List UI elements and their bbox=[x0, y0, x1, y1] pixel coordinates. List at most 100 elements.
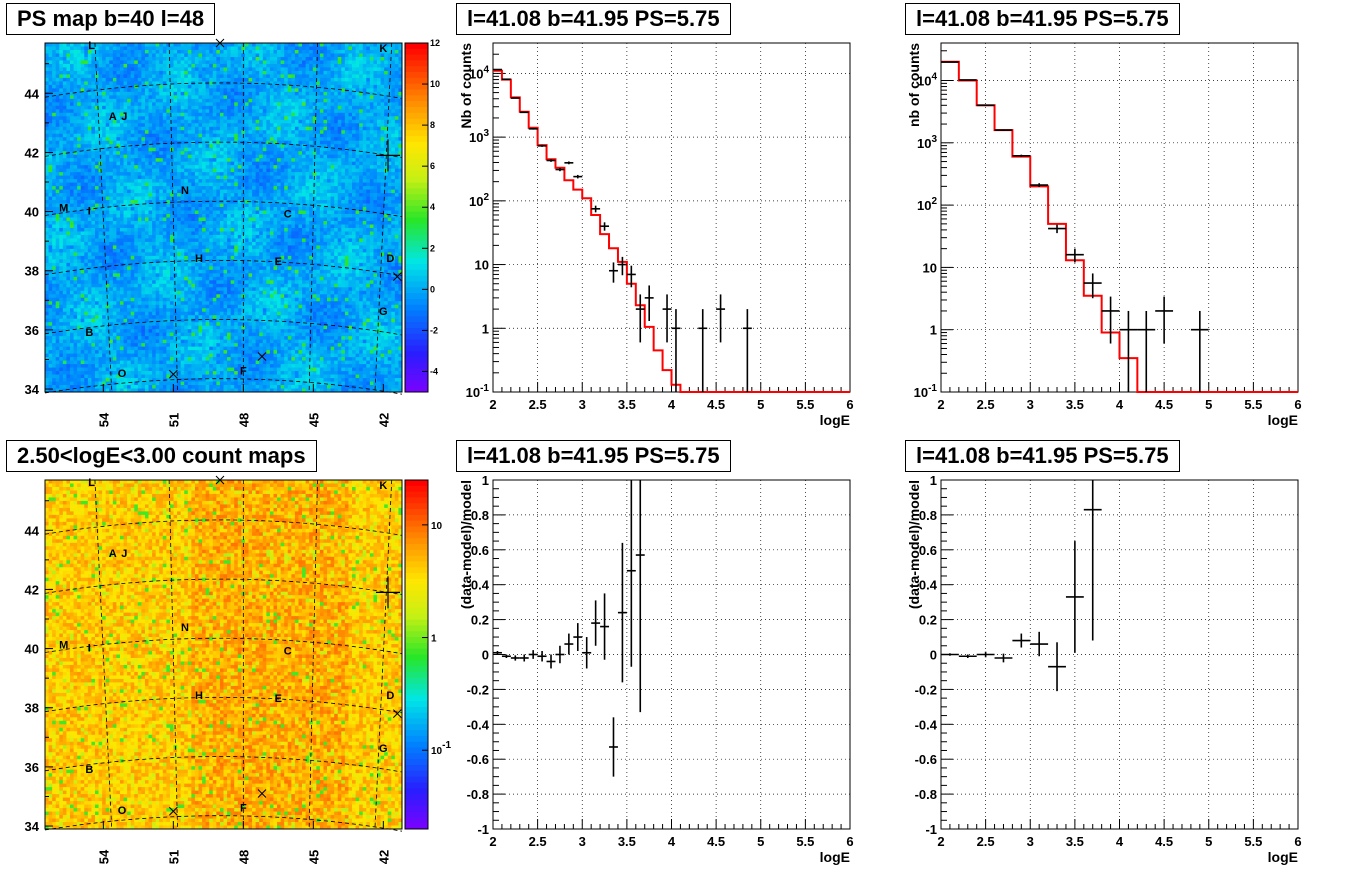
map-cell bbox=[312, 182, 317, 187]
map-cell bbox=[294, 158, 299, 163]
map-cell bbox=[334, 179, 339, 183]
map-cell bbox=[294, 130, 299, 135]
map-cell bbox=[48, 91, 53, 96]
map-cell bbox=[105, 207, 110, 211]
map-cell bbox=[173, 81, 178, 86]
map-cell bbox=[255, 49, 260, 54]
map-cell bbox=[312, 56, 317, 61]
map-cell bbox=[387, 95, 392, 100]
map-cell bbox=[352, 182, 356, 187]
map-cell bbox=[94, 140, 99, 145]
map-cell bbox=[198, 84, 203, 89]
map-cell bbox=[352, 147, 356, 152]
map-cell bbox=[252, 56, 257, 61]
map-cell bbox=[273, 133, 278, 138]
map-cell bbox=[359, 46, 364, 51]
map-cell bbox=[305, 43, 310, 47]
map-cell bbox=[202, 193, 207, 197]
map-cell bbox=[94, 112, 99, 117]
map-cell bbox=[119, 196, 124, 201]
map-cell bbox=[148, 123, 153, 128]
map-cell bbox=[277, 56, 282, 61]
map-cell bbox=[52, 140, 57, 145]
map-cell bbox=[312, 98, 317, 103]
map-cell bbox=[312, 207, 317, 211]
map-cell bbox=[205, 210, 210, 215]
map-cell bbox=[59, 116, 64, 121]
map-cell bbox=[277, 172, 282, 177]
map-cell bbox=[152, 214, 157, 218]
map-cell bbox=[166, 81, 171, 86]
map-cell bbox=[223, 112, 228, 117]
map-cell bbox=[369, 46, 374, 51]
map-cell bbox=[152, 186, 157, 190]
map-cell bbox=[377, 200, 381, 204]
map-cell bbox=[109, 74, 114, 79]
map-cell bbox=[173, 200, 178, 204]
map-cell bbox=[212, 193, 217, 197]
map-cell bbox=[269, 81, 274, 86]
map-cell bbox=[309, 175, 314, 180]
map-cell bbox=[216, 46, 221, 51]
map-cell bbox=[344, 109, 349, 114]
map-cell bbox=[137, 77, 142, 82]
map-cell bbox=[123, 77, 128, 82]
map-cell bbox=[312, 70, 317, 75]
map-cell bbox=[241, 151, 246, 156]
map-cell bbox=[105, 168, 110, 173]
map-cell bbox=[123, 81, 128, 86]
map-cell bbox=[227, 196, 232, 201]
map-cell bbox=[137, 193, 142, 197]
map-cell bbox=[384, 147, 389, 152]
map-cell bbox=[216, 179, 221, 183]
map-cell bbox=[191, 63, 196, 68]
map-cell bbox=[284, 172, 289, 177]
map-cell bbox=[391, 91, 396, 96]
map-cell bbox=[84, 77, 89, 82]
map-cell bbox=[112, 70, 117, 75]
map-cell bbox=[45, 49, 49, 54]
map-cell bbox=[116, 140, 121, 145]
map-cell bbox=[52, 203, 57, 208]
map-cell bbox=[144, 175, 149, 180]
map-cell bbox=[119, 161, 124, 166]
map-cell bbox=[116, 193, 121, 197]
map-cell bbox=[98, 210, 103, 215]
map-cell bbox=[155, 168, 160, 173]
map-cell bbox=[144, 207, 149, 211]
map-cell bbox=[398, 119, 403, 124]
map-cell bbox=[327, 172, 331, 177]
map-cell bbox=[130, 168, 135, 173]
map-cell bbox=[180, 154, 185, 159]
map-cell bbox=[55, 74, 60, 79]
map-cell bbox=[112, 119, 117, 124]
map-cell bbox=[230, 133, 235, 138]
map-cell bbox=[294, 182, 299, 187]
map-cell bbox=[334, 203, 339, 208]
map-cell bbox=[216, 67, 221, 72]
map-cell bbox=[269, 179, 274, 183]
map-cell bbox=[62, 214, 67, 218]
map-cell bbox=[112, 147, 117, 152]
map-cell bbox=[87, 175, 92, 180]
map-cell bbox=[244, 186, 249, 190]
map-cell bbox=[130, 70, 135, 75]
map-cell bbox=[98, 56, 103, 61]
map-cell bbox=[262, 172, 267, 177]
map-cell bbox=[369, 182, 374, 187]
map-cell bbox=[273, 53, 278, 58]
map-cell bbox=[187, 168, 192, 173]
map-cell bbox=[155, 123, 160, 128]
map-cell bbox=[223, 140, 228, 145]
map-cell bbox=[237, 144, 242, 149]
map-cell bbox=[119, 126, 124, 131]
map-cell bbox=[187, 130, 192, 135]
map-cell bbox=[334, 109, 339, 114]
map-cell bbox=[123, 95, 128, 100]
map-cell bbox=[277, 207, 282, 211]
map-cell bbox=[62, 144, 67, 149]
map-cell bbox=[287, 179, 292, 183]
map-cell bbox=[148, 193, 153, 197]
map-cell bbox=[152, 60, 157, 65]
map-cell bbox=[319, 70, 324, 75]
